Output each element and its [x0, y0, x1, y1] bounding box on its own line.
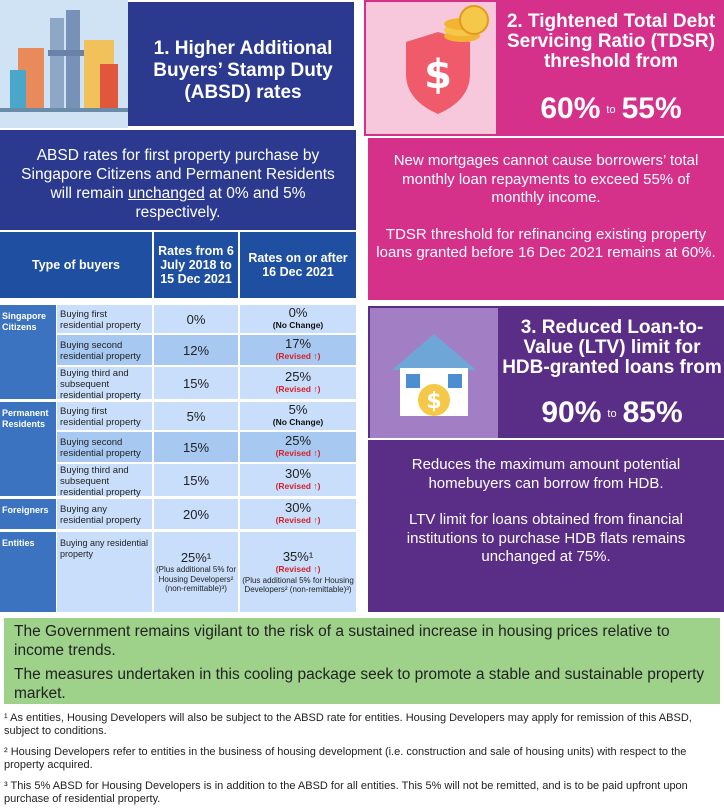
new-rate: 17%	[284, 336, 312, 351]
tdsr-description: New mortgages cannot cause borrowers’ to…	[368, 138, 724, 300]
old-rate-cell: 25%¹ (Plus additional 5% for Housing Dev…	[154, 532, 238, 612]
footnote-3: ³ This 5% ABSD for Housing Developers is…	[4, 780, 688, 805]
ltv-from: 90%	[541, 396, 602, 429]
ltv-paragraph-1: Reduces the maximum amount potential hom…	[411, 456, 681, 492]
new-rate-cell: 5% (No Change)	[240, 402, 356, 430]
header-type-of-buyers: Type of buyers	[0, 232, 152, 298]
absd-desc-text-end: at 0% and 5% respectively.	[135, 185, 306, 221]
new-rate-subnote: (Plus additional 5% for Housing Develope…	[242, 575, 354, 595]
tdsr-from: 60%	[540, 92, 601, 125]
absd-rates-table: Type of buyers Rates from 6 July 2018 to…	[0, 232, 356, 612]
ltv-paragraph-2: LTV limit for loans obtained from financ…	[406, 511, 686, 565]
change-note: (Revised ↑)	[275, 448, 321, 458]
new-rate: 25%	[284, 433, 312, 448]
tdsr-to: 55%	[621, 92, 682, 125]
new-rate-cell: 25% (Revised ↑)	[240, 367, 356, 399]
change-note: (Revised ↑)	[275, 481, 321, 491]
shield-dollar-icon: $	[366, 2, 496, 134]
tdsr-paragraph-1: New mortgages cannot cause borrowers’ to…	[393, 152, 699, 206]
new-rate: 30%	[284, 500, 312, 515]
row-label: Buying first residential property	[57, 402, 152, 430]
tdsr-range: 60% to 55%	[500, 92, 722, 126]
header-rates-on: Rates on or after 16 Dec 2021	[240, 232, 356, 298]
ltv-description: Reduces the maximum amount potential hom…	[368, 440, 724, 612]
change-note: (Revised ↑)	[275, 563, 321, 574]
old-rate: 15%	[154, 367, 238, 399]
ltv-to-word: to	[607, 408, 617, 421]
row-label: Buying any residential property	[57, 499, 152, 529]
old-rate: 20%	[154, 499, 238, 529]
new-rate-cell: 0% (No Change)	[240, 305, 356, 333]
old-rate: 15%	[154, 464, 238, 496]
row-label: Buying any residential property	[57, 532, 152, 612]
old-rate: 12%	[154, 335, 238, 365]
summary-box: The Government remains vigilant to the r…	[4, 618, 720, 704]
change-note: (Revised ↑)	[275, 384, 321, 394]
summary-paragraph-1: The Government remains vigilant to the r…	[14, 623, 670, 659]
change-note: (Revised ↑)	[275, 515, 321, 525]
group-singapore-citizens: Singapore Citizens	[0, 305, 56, 399]
group-permanent-residents: Permanent Residents	[0, 402, 56, 496]
footnote-1: ¹ As entities, Housing Developers will a…	[4, 712, 692, 737]
new-rate-cell: 30% (Revised ↑)	[240, 499, 356, 529]
row-label: Buying second residential property	[57, 335, 152, 365]
ltv-to: 85%	[622, 396, 683, 429]
row-label: Buying third and subsequent residential …	[57, 464, 152, 498]
house-dollar-icon: $	[370, 308, 498, 438]
buildings-icon	[0, 0, 128, 128]
svg-text:$: $	[424, 52, 452, 98]
change-note: (No Change)	[272, 417, 324, 427]
header-rates-from: Rates from 6 July 2018 to 15 Dec 2021	[154, 232, 238, 298]
tdsr-paragraph-2: TDSR threshold for refinancing existing …	[376, 225, 716, 262]
group-foreigners: Foreigners	[0, 499, 56, 529]
absd-desc-underlined: unchanged	[127, 185, 205, 202]
ltv-title: 3. Reduced Loan-to-Value (LTV) limit for…	[502, 317, 722, 378]
row-label: Buying first residential property	[57, 305, 152, 333]
summary-paragraph-2: The measures undertaken in this cooling …	[14, 666, 705, 702]
new-rate-cell: 25% (Revised ↑)	[240, 432, 356, 462]
absd-desc-text: ABSD rates for first property purchase b…	[21, 147, 335, 202]
change-note: (Revised ↑)	[275, 351, 321, 361]
absd-description: ABSD rates for first property purchase b…	[0, 130, 356, 230]
tdsr-to-word: to	[606, 104, 616, 117]
old-rate: 5%	[154, 402, 238, 430]
ltv-range: 90% to 85%	[502, 396, 722, 430]
new-rate-cell: 30% (Revised ↑)	[240, 464, 356, 496]
new-rate: 25%	[284, 369, 312, 384]
new-rate-cell: 17% (Revised ↑)	[240, 335, 356, 365]
new-rate: 35%¹	[282, 548, 314, 564]
tdsr-title: 2. Tightened Total Debt Servicing Ratio …	[506, 11, 716, 72]
footnote-2: ² Housing Developers refer to entities i…	[4, 746, 687, 771]
footnotes: ¹ As entities, Housing Developers will a…	[4, 712, 720, 809]
old-rate: 25%¹	[180, 550, 212, 566]
row-label: Buying second residential property	[57, 432, 152, 462]
change-note: (No Change)	[272, 320, 324, 330]
absd-title: 1. Higher Additional Buyers’ Stamp Duty …	[153, 38, 333, 103]
new-rate-cell: 35%¹ (Revised ↑) (Plus additional 5% for…	[240, 532, 356, 612]
old-rate-subnote: (Plus additional 5% for Housing Develope…	[155, 565, 237, 594]
new-rate: 0%	[288, 305, 308, 320]
group-entities: Entities	[0, 532, 56, 612]
new-rate: 5%	[288, 402, 308, 417]
old-rate: 0%	[154, 305, 238, 333]
svg-text:$: $	[426, 389, 441, 414]
new-rate: 30%	[284, 466, 312, 481]
old-rate: 15%	[154, 432, 238, 462]
row-label: Buying third and subsequent residential …	[57, 367, 152, 401]
